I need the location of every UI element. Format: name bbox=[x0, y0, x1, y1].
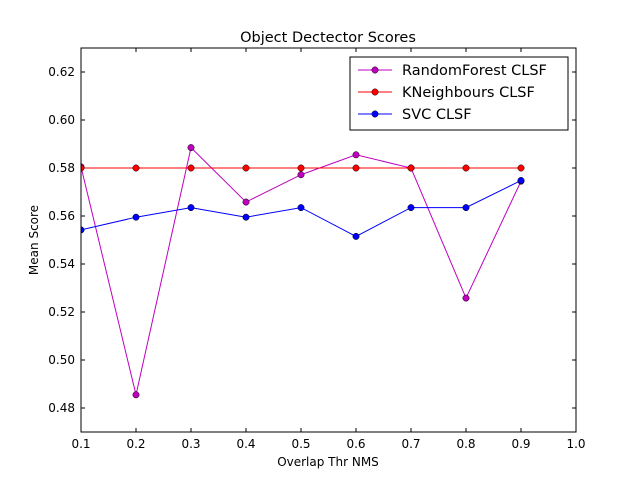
x-tick-label: 0.4 bbox=[236, 437, 255, 451]
data-point bbox=[187, 204, 195, 212]
data-point bbox=[352, 164, 360, 172]
series-0 bbox=[81, 144, 525, 399]
series-1 bbox=[81, 164, 525, 172]
series-2 bbox=[81, 177, 525, 240]
x-tick-label: 0.5 bbox=[291, 437, 310, 451]
legend-label: KNeighbours CLSF bbox=[402, 85, 535, 101]
data-point bbox=[242, 213, 250, 221]
axes-frame bbox=[80, 47, 577, 433]
chart-title: Object Dectector Scores bbox=[240, 30, 416, 46]
data-point bbox=[517, 177, 525, 184]
x-tick-label: 0.7 bbox=[401, 437, 420, 451]
legend-box bbox=[349, 56, 569, 131]
data-point bbox=[187, 144, 195, 152]
y-tick-label: 0.56 bbox=[48, 209, 75, 223]
data-point bbox=[462, 294, 470, 302]
data-point bbox=[352, 151, 360, 159]
data-point bbox=[132, 164, 140, 172]
x-tick-label: 0.1 bbox=[71, 437, 90, 451]
data-point bbox=[297, 171, 305, 179]
data-point bbox=[352, 232, 360, 240]
y-tick-label: 0.58 bbox=[48, 161, 75, 175]
x-tick-label: 0.8 bbox=[456, 437, 475, 451]
plot-area: 0.1 0.2 0.3 0.4 0.5 0.6 0.7 0.8 0.9 1.0 0.48 0.50 0.… bbox=[48, 47, 586, 451]
data-point bbox=[132, 213, 140, 221]
y-tick-label: 0.50 bbox=[48, 353, 75, 367]
x-axis-label: Overlap Thr NMS bbox=[277, 455, 379, 469]
x-tick-label: 1.0 bbox=[566, 437, 585, 451]
data-point bbox=[297, 164, 305, 172]
legend-marker bbox=[371, 110, 379, 118]
data-point bbox=[187, 164, 195, 172]
x-tick-label: 0.2 bbox=[126, 437, 145, 451]
data-point bbox=[242, 164, 250, 172]
legend-marker bbox=[371, 88, 379, 96]
data-point bbox=[462, 164, 470, 172]
data-point bbox=[517, 164, 525, 172]
legend-label: SVC CLSF bbox=[402, 107, 472, 123]
data-point bbox=[407, 204, 415, 212]
x-tick-label: 0.3 bbox=[181, 437, 200, 451]
y-tick-label: 0.60 bbox=[48, 113, 75, 127]
legend: RandomForest CLSF KNeighbours CLSF SVC CLS… bbox=[349, 56, 569, 131]
legend-label: RandomForest CLSF bbox=[402, 63, 547, 79]
y-tick-label: 0.52 bbox=[48, 305, 75, 319]
y-tick-label: 0.62 bbox=[48, 65, 75, 79]
data-point bbox=[297, 204, 305, 212]
data-point bbox=[407, 164, 415, 172]
y-tick-label: 0.48 bbox=[48, 401, 75, 415]
data-point bbox=[242, 198, 250, 206]
x-tick-label: 0.6 bbox=[346, 437, 365, 451]
legend-marker bbox=[371, 66, 379, 74]
x-tick-label: 0.9 bbox=[511, 437, 530, 451]
y-axis-label: Mean Score bbox=[27, 205, 41, 275]
series-line bbox=[81, 146, 522, 395]
y-tick-label: 0.54 bbox=[48, 257, 75, 271]
data-point bbox=[462, 204, 470, 212]
data-point bbox=[132, 391, 140, 399]
